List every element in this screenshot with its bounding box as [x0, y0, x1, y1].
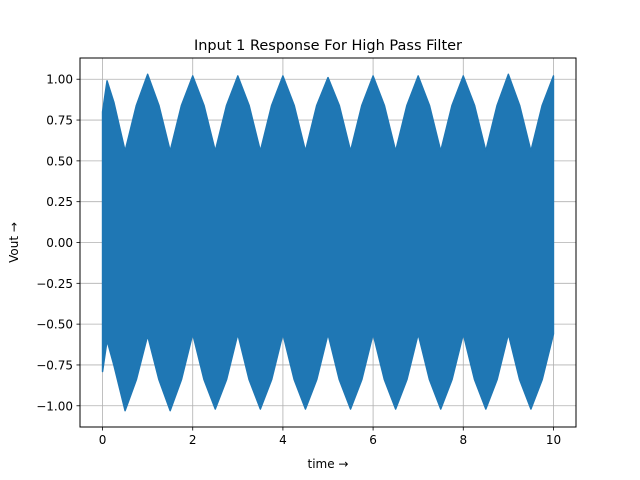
- x-axis-label: time →: [308, 457, 349, 471]
- x-tick-label: 10: [546, 433, 561, 447]
- y-tick-label: 0.25: [46, 195, 73, 209]
- y-tick-label: −0.75: [36, 358, 73, 372]
- ticks: 0 2 4 6 8 10 −1.00 −0.75 −0.50 −0.25 0.00 0.25 0.50 0…: [36, 73, 561, 447]
- x-tick-label: 0: [99, 433, 107, 447]
- x-tick-label: 2: [189, 433, 197, 447]
- y-tick-label: −0.50: [36, 318, 73, 332]
- y-tick-label: 1.00: [46, 73, 73, 87]
- x-tick-label: 8: [459, 433, 467, 447]
- series-layer: [101, 73, 555, 412]
- series-line: [101, 73, 555, 412]
- y-axis-label: Vout →: [7, 222, 21, 263]
- y-tick-label: −1.00: [36, 399, 73, 413]
- x-tick-label: 4: [279, 433, 287, 447]
- x-tick-label: 6: [369, 433, 377, 447]
- y-tick-label: 0.75: [46, 114, 73, 128]
- y-tick-label: 0.00: [46, 236, 73, 250]
- y-tick-label: −0.25: [36, 277, 73, 291]
- y-tick-label: 0.50: [46, 154, 73, 168]
- chart-title: Input 1 Response For High Pass Filter: [194, 38, 462, 54]
